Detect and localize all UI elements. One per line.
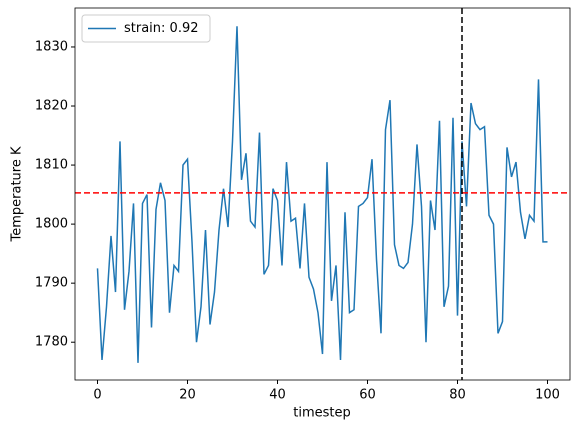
y-axis-label: Temperature K [10, 146, 25, 242]
plot-frame [74, 7, 571, 381]
y-tick-label: 1780 [35, 335, 68, 350]
x-tick-label: 80 [449, 388, 466, 403]
y-tick-label: 1820 [35, 99, 68, 114]
y-tick-label: 1830 [35, 39, 68, 54]
x-axis-label: timestep [293, 406, 351, 421]
y-tick-label: 1810 [35, 158, 68, 173]
x-tick-label: 40 [269, 388, 286, 403]
x-tick-label: 100 [535, 388, 560, 403]
x-tick-label: 60 [359, 388, 376, 403]
data-line [96, 26, 548, 363]
y-tick-label: 1790 [35, 276, 68, 291]
x-tick-label: 20 [179, 388, 196, 403]
y-tick-label: 1800 [35, 217, 68, 232]
legend-box [81, 14, 211, 43]
x-tick-label: 0 [93, 388, 101, 403]
legend-label: strain: 0.92 [124, 21, 199, 36]
